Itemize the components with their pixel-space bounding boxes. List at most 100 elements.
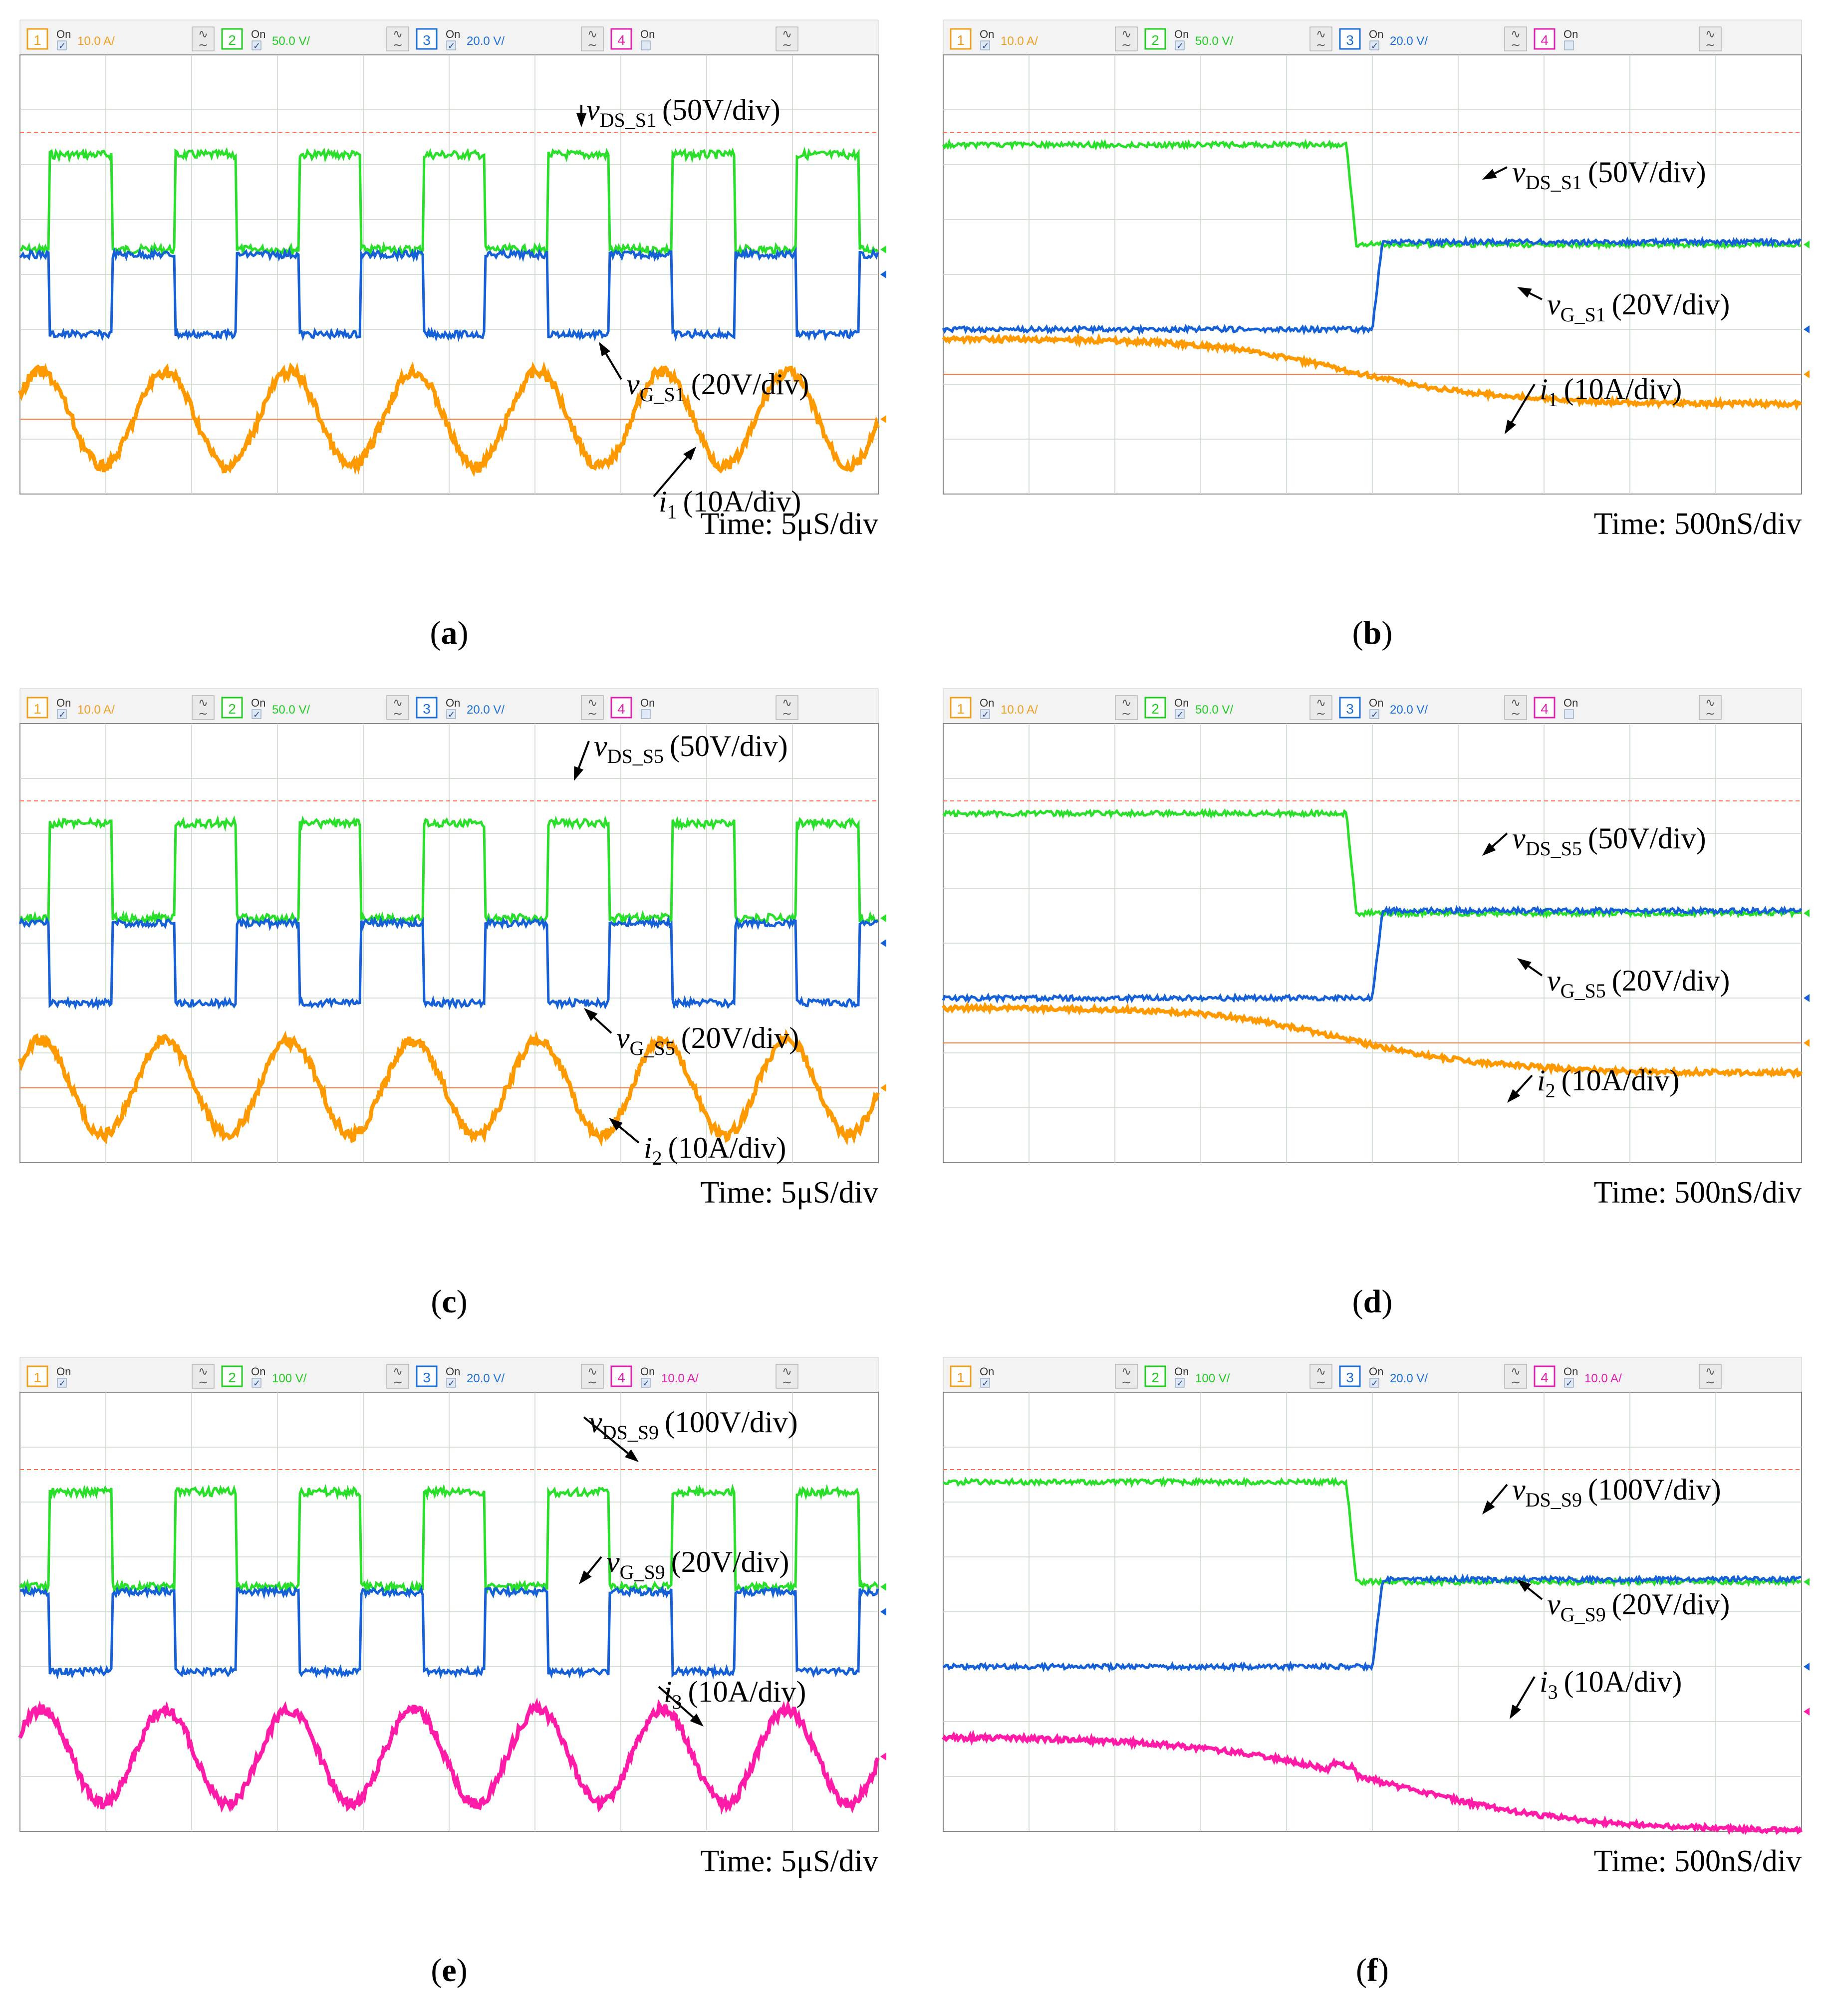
channel-1-control[interactable]: 1 On✓ 10.0 A/ ∿∼ — [950, 695, 1138, 721]
channel-checkbox[interactable] — [641, 40, 651, 50]
channel-2-control[interactable]: 2 On✓ 50.0 V/ ∿∼ — [221, 695, 409, 721]
channel-checkbox[interactable] — [641, 1378, 651, 1388]
channel-toolbar: 1 On✓ 10.0 A/∿∼ 2 On✓ 50.0 V/∿∼ 3 On✓ 20.0 V/∿∼ 4… — [943, 19, 1802, 55]
channel-4-control[interactable]: 4 On ∿∼ — [610, 26, 798, 52]
channel-checkbox[interactable] — [1369, 40, 1379, 50]
scope-screenshot-f: 1 On✓∿∼ 2 On✓ 100 V/∿∼ 3 On✓ 20.0 V/∿∼ 4 On✓ 10.0 … — [942, 1357, 1810, 1989]
channel-checkbox[interactable] — [252, 40, 261, 50]
signal-symbol: v — [586, 93, 600, 126]
coupling-icon[interactable] — [581, 1364, 604, 1389]
channel-3-control[interactable]: 3 On✓ 20.0 V/ ∿∼ — [416, 695, 604, 721]
channel-4-control[interactable]: 4 On✓ 10.0 A/ ∿∼ — [1534, 1364, 1722, 1389]
coupling-icon[interactable] — [192, 1364, 215, 1389]
coupling-icon[interactable] — [1309, 695, 1332, 720]
coupling-icon[interactable] — [386, 26, 409, 51]
channel-checkbox[interactable] — [1175, 40, 1185, 50]
trace-vds — [19, 146, 879, 258]
channel-checkbox[interactable] — [1564, 709, 1574, 719]
coupling-icon[interactable] — [581, 26, 604, 51]
channel-scale-label: 20.0 V/ — [1390, 703, 1428, 717]
wave-icon: ∿ — [1511, 1365, 1521, 1378]
channel-1-control[interactable]: 1 On✓ ∿∼ — [26, 1364, 215, 1389]
coupling-icon[interactable] — [1504, 26, 1527, 51]
channel-checkbox[interactable] — [57, 709, 67, 719]
channel-1-control[interactable]: 1 On✓ ∿∼ — [950, 1364, 1138, 1389]
channel-checkbox[interactable] — [57, 1378, 67, 1388]
channel-checkbox[interactable] — [1369, 1378, 1379, 1388]
channel-checkbox[interactable] — [1564, 1378, 1574, 1388]
channel-4-control[interactable]: 4 On ∿∼ — [1534, 695, 1722, 721]
coupling-icon[interactable] — [776, 26, 798, 51]
channel-state-label: On — [1563, 697, 1578, 709]
trace-vg — [942, 1573, 1802, 1673]
channel-checkbox[interactable] — [1564, 40, 1574, 50]
channel-number: 2 — [1151, 1370, 1159, 1385]
arrow-line — [658, 1686, 694, 1718]
signal-subscript: 3 — [1548, 1681, 1558, 1703]
channel-checkbox[interactable] — [641, 709, 651, 719]
channel-3-control[interactable]: 3 On✓ 20.0 V/ ∿∼ — [1339, 1364, 1527, 1389]
channel-toolbar: 1 On✓ 10.0 A/∿∼ 2 On✓ 50.0 V/∿∼ 3 On✓ 20.0 V/∿∼ 4… — [19, 688, 879, 724]
channel-checkbox[interactable] — [1175, 709, 1185, 719]
channel-3-control[interactable]: 3 On✓ 20.0 V/ ∿∼ — [1339, 695, 1527, 721]
channel-3-control[interactable]: 3 On✓ 20.0 V/ ∿∼ — [416, 26, 604, 52]
coupling-icon[interactable] — [386, 695, 409, 720]
coupling-icon[interactable] — [1309, 1364, 1332, 1389]
wave-icon: ∿ — [1705, 27, 1715, 41]
channel-2-control[interactable]: 2 On✓ 100 V/ ∿∼ — [221, 1364, 409, 1389]
svg-text:i3(10A/div): i3 (10A/div) — [1540, 1665, 1682, 1703]
channel-4-control[interactable]: 4 On ∿∼ — [610, 695, 798, 721]
channel-2-control[interactable]: 2 On✓ 50.0 V/ ∿∼ — [221, 26, 409, 52]
arrow-line — [1516, 1676, 1536, 1708]
signal-symbol: i — [1537, 1064, 1546, 1097]
annotation-current: i1 (10A/div) — [1505, 373, 1682, 434]
signal-symbol: v — [606, 1545, 620, 1578]
channel-4-control[interactable]: 4 On✓ 10.0 A/ ∿∼ — [610, 1364, 798, 1389]
channel-checkbox[interactable] — [980, 40, 990, 50]
coupling-icon[interactable] — [1115, 26, 1138, 51]
channel-3-control[interactable]: 3 On✓ 20.0 V/ ∿∼ — [1339, 26, 1527, 52]
coupling-icon[interactable] — [776, 1364, 798, 1389]
channel-2-control[interactable]: 2 On✓ 50.0 V/ ∿∼ — [1144, 26, 1332, 52]
channel-2-control[interactable]: 2 On✓ 100 V/ ∿∼ — [1144, 1364, 1332, 1389]
signal-subscript: G_S9 — [1561, 1603, 1606, 1626]
svg-text:vDS_S9(100V/div): vDS_S9 (100V/div) — [589, 1406, 798, 1444]
wave-icon: ∼ — [1511, 1376, 1521, 1389]
check-icon: ✓ — [1371, 1378, 1378, 1388]
arrow-head-icon — [1510, 1704, 1521, 1719]
channel-1-control[interactable]: 1 On✓ 10.0 A/ ∿∼ — [26, 695, 215, 721]
channel-4-control[interactable]: 4 On ∿∼ — [1534, 26, 1722, 52]
coupling-icon[interactable] — [192, 695, 215, 720]
coupling-icon[interactable] — [386, 1364, 409, 1389]
channel-checkbox[interactable] — [1369, 709, 1379, 719]
coupling-icon[interactable] — [1504, 1364, 1527, 1389]
channel-checkbox[interactable] — [252, 709, 261, 719]
coupling-icon[interactable] — [1699, 695, 1722, 720]
channel-checkbox[interactable] — [1175, 1378, 1185, 1388]
channel-number: 4 — [1541, 32, 1549, 48]
check-icon: ✓ — [448, 1378, 455, 1388]
channel-1-control[interactable]: 1 On✓ 10.0 A/ ∿∼ — [26, 26, 215, 52]
coupling-icon[interactable] — [1309, 26, 1332, 51]
coupling-icon[interactable] — [1115, 1364, 1138, 1389]
channel-2-control[interactable]: 2 On✓ 50.0 V/ ∿∼ — [1144, 695, 1332, 721]
svg-text:i2(10A/div): i2 (10A/div) — [644, 1131, 786, 1169]
channel-3-control[interactable]: 3 On✓ 20.0 V/ ∿∼ — [416, 1364, 604, 1389]
arrow-line — [653, 457, 688, 498]
channel-checkbox[interactable] — [980, 709, 990, 719]
coupling-icon[interactable] — [1504, 695, 1527, 720]
channel-checkbox[interactable] — [252, 1378, 261, 1388]
channel-checkbox[interactable] — [57, 40, 67, 50]
coupling-icon[interactable] — [1699, 26, 1722, 51]
channel-checkbox[interactable] — [446, 709, 456, 719]
annotation-vg: vG_S1 (20V/div) — [599, 342, 809, 406]
coupling-icon[interactable] — [192, 26, 215, 51]
coupling-icon[interactable] — [1115, 695, 1138, 720]
coupling-icon[interactable] — [581, 695, 604, 720]
channel-checkbox[interactable] — [446, 1378, 456, 1388]
channel-checkbox[interactable] — [446, 40, 456, 50]
coupling-icon[interactable] — [776, 695, 798, 720]
channel-1-control[interactable]: 1 On✓ 10.0 A/ ∿∼ — [950, 26, 1138, 52]
coupling-icon[interactable] — [1699, 1364, 1722, 1389]
channel-checkbox[interactable] — [980, 1378, 990, 1388]
